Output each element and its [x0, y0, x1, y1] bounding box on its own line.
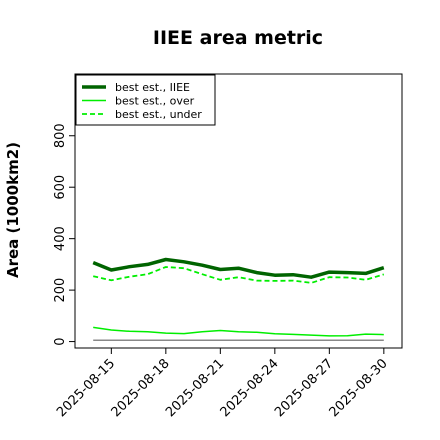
y-tick-label: 800: [53, 123, 68, 148]
chart-title: IIEE area metric: [153, 27, 323, 49]
y-axis-label: Area (1000km2): [4, 142, 22, 278]
legend-label: best est., under: [115, 108, 202, 121]
series-layer: [92, 257, 385, 342]
y-tick-label: 600: [53, 175, 68, 200]
series-line: [92, 257, 385, 279]
y-tick-label: 400: [53, 226, 68, 251]
y-tick-label: 200: [53, 278, 68, 303]
plot-frame: [74, 73, 403, 349]
series-line: [93, 326, 384, 337]
legend-label: best est., over: [115, 95, 195, 108]
x-axis: 2025-08-152025-08-182025-08-212025-08-24…: [54, 348, 391, 420]
y-tick-label: 0: [53, 337, 68, 345]
series-line: [93, 266, 385, 284]
y-axis: 0 200 400 600 800: [53, 123, 75, 346]
x-tick-label: 2025-08-30: [327, 356, 391, 420]
legend-label: best est., IIEE: [115, 81, 190, 94]
